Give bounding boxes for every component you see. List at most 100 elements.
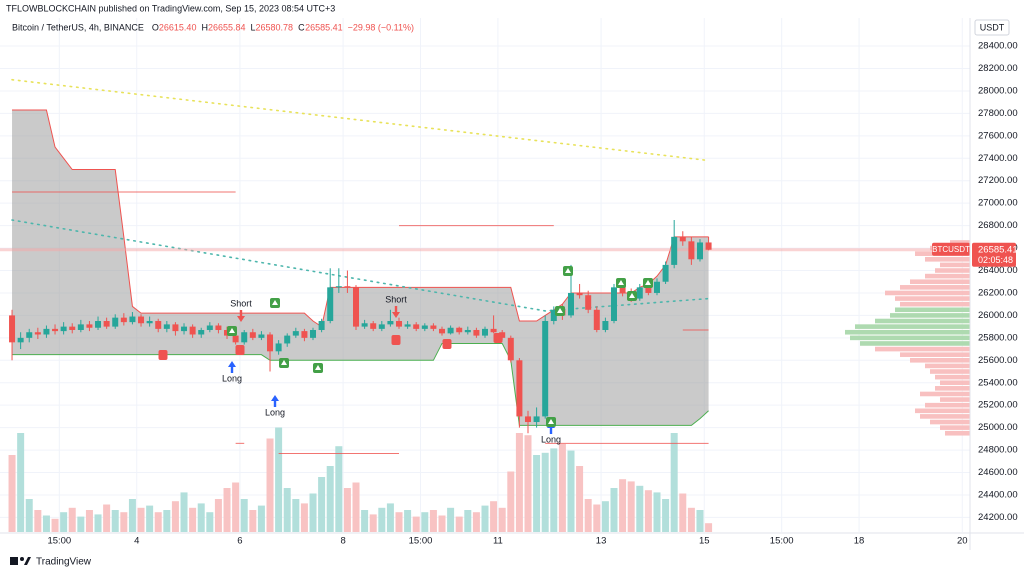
y-tick-label: 28400.00 [978,41,1018,52]
candle-body [267,334,274,352]
sell-marker [235,345,245,355]
y-tick-label: 26800.00 [978,220,1018,231]
candle-body [482,328,488,336]
x-tick-label: 13 [596,536,607,547]
y-tick-label: 25600.00 [978,355,1018,366]
x-tick-label: 8 [340,536,345,547]
symbol-line: Bitcoin / TetherUS, 4h, BINANCE [12,22,144,32]
volume-bar [644,490,652,532]
short-arrow [392,306,400,318]
long-arrow [228,361,236,373]
volume-bar [120,512,128,532]
buy-marker-arrow [618,280,624,285]
candle-body [215,325,222,330]
volume-bar [386,503,394,532]
candle-body [69,326,76,330]
volume-bar [51,518,59,532]
volume-bar [103,504,111,532]
volume-bar [352,482,360,532]
volume-bar [455,516,463,532]
short-arrow [237,310,245,322]
profile-bar [920,391,970,397]
volume-bar [627,481,635,532]
candle-body [335,286,342,288]
band-upper [12,109,709,328]
ohlc-legend: O 26615.40 H 26655.84 L 26580.78 C 26585.41 −29.… [152,22,414,32]
volume-bar [610,488,618,532]
y-tick-label: 25800.00 [978,332,1018,343]
buy-marker-arrow [565,268,571,273]
candle-body [567,292,574,316]
candle-body [52,328,59,332]
volume-bar [472,512,480,532]
candle-body [327,287,334,322]
volume-bar [524,435,532,532]
candle-body [430,325,437,329]
currency-box[interactable] [974,19,1010,36]
volume-bar [541,452,549,532]
x-tick-label: 15:00 [409,536,433,547]
ohlc-key: O [152,22,159,32]
volume-bar [404,510,412,532]
candle-body [378,324,385,329]
volume-bar [515,433,523,532]
symbol-tag-bg [932,242,970,256]
volume-bar [189,507,197,532]
profile-bar [925,363,970,369]
x-tick-label: 6 [237,536,242,547]
price-tag-bg [972,242,1016,267]
ohlc-key: H [201,22,208,32]
candle-body [688,241,695,260]
volume-bar [679,493,687,532]
volume-bar [498,507,506,532]
volume-bar [429,510,437,532]
candle-body [310,329,317,338]
candle-body [413,324,420,329]
volume-bar [636,485,644,532]
y-tick-label: 28000.00 [978,85,1018,96]
volume-bar [206,512,214,532]
x-tick-label: 15:00 [770,536,794,547]
candle-body [636,287,643,299]
candle-body [172,324,179,332]
candle-body [258,334,265,338]
volume-bar [266,438,274,532]
volume-bar [576,466,584,532]
y-tick-label: 25200.00 [978,400,1018,411]
candle-body [387,321,394,325]
profile-bar [860,341,970,346]
candle-body [473,329,480,336]
volume-bar [361,510,369,532]
candle-body [9,315,16,343]
volume-bar [464,510,472,532]
candle-body [456,327,463,333]
y-tick-label: 27200.00 [978,175,1018,186]
y-tick-label: 24600.00 [978,467,1018,478]
signal-label: Long [265,407,285,417]
candle-body [671,236,678,265]
profile-bar [895,296,970,301]
candle-body [585,295,592,310]
volume-bar [300,503,308,532]
y-tick-label: 24200.00 [978,512,1018,523]
volume-bar [42,515,50,532]
candle-body [275,343,282,352]
x-tick-label: 15:00 [47,536,71,547]
profile-bar [935,374,970,380]
signal-label: Short [230,298,252,308]
candle-body [103,321,110,327]
brand-label: TradingView [36,557,92,568]
candle-body [404,324,411,327]
volume-bar [240,499,248,532]
volume-bar [85,510,93,532]
profile-bar [920,414,970,419]
sell-marker [493,333,503,343]
ohlc-value: 26655.84 [208,22,246,32]
volume-bar [77,516,85,532]
candle-body [524,416,531,423]
candle-body [198,329,205,335]
volume-bar [369,514,377,532]
volume-bar [481,505,489,532]
candle-body [138,316,145,324]
